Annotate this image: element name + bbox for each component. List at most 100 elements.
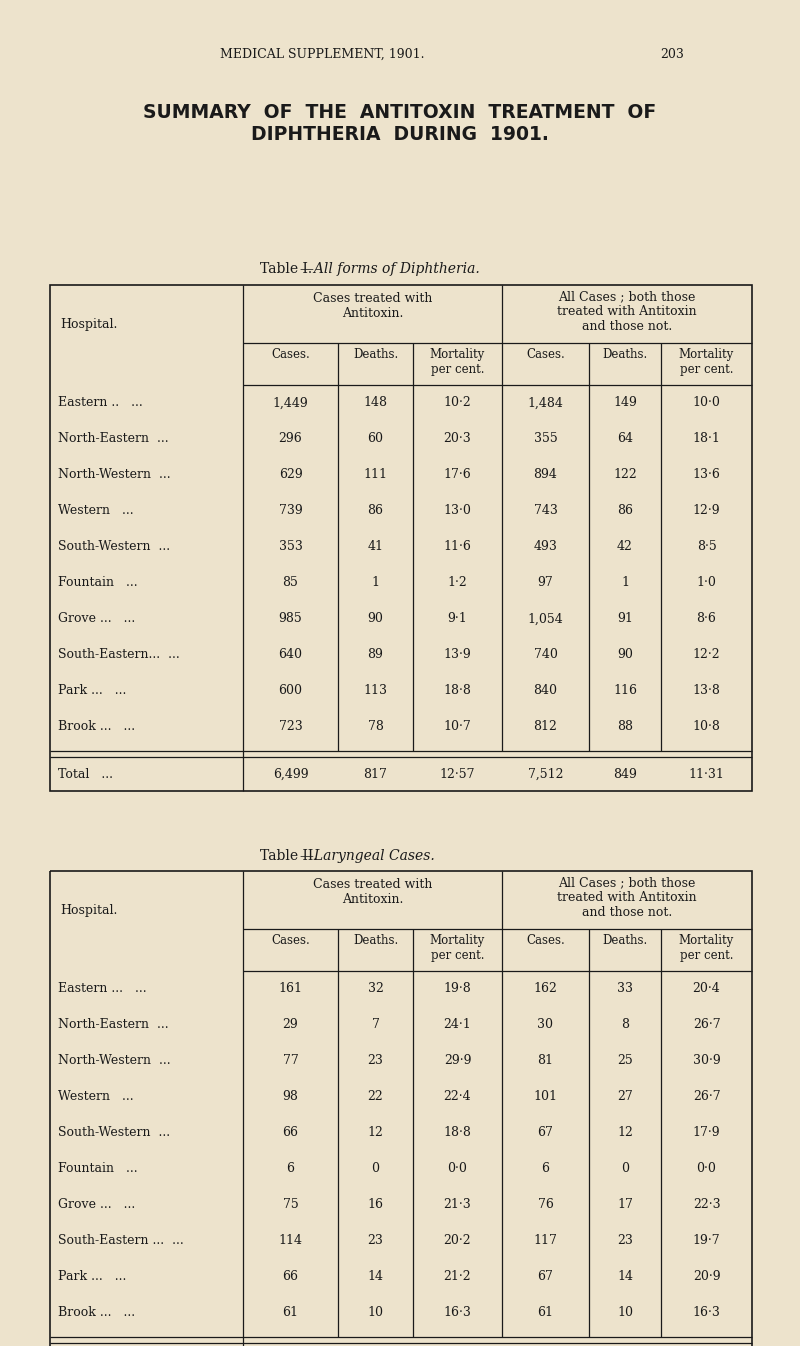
Text: 21·2: 21·2 — [444, 1271, 471, 1284]
Text: 1,484: 1,484 — [527, 397, 563, 409]
Text: Cases.: Cases. — [526, 934, 565, 948]
Text: 739: 739 — [278, 505, 302, 517]
Text: Grove ...   ...: Grove ... ... — [58, 612, 135, 626]
Text: 23: 23 — [367, 1054, 383, 1067]
Text: 20·9: 20·9 — [693, 1271, 720, 1284]
Text: 90: 90 — [617, 649, 633, 661]
Text: 812: 812 — [534, 720, 558, 734]
Text: 22·4: 22·4 — [444, 1090, 471, 1104]
Text: All Cases ; both those
treated with Antitoxin
and those not.: All Cases ; both those treated with Anti… — [557, 876, 697, 919]
Text: 41: 41 — [367, 541, 383, 553]
Text: 1: 1 — [371, 576, 379, 590]
Text: 6,499: 6,499 — [273, 767, 308, 781]
Text: 42: 42 — [617, 541, 633, 553]
Text: 8·6: 8·6 — [697, 612, 717, 626]
Text: Total   ...: Total ... — [58, 767, 113, 781]
Text: 985: 985 — [278, 612, 302, 626]
Text: 30·9: 30·9 — [693, 1054, 720, 1067]
Text: Brook ...   ...: Brook ... ... — [58, 720, 135, 734]
Text: 13·0: 13·0 — [443, 505, 471, 517]
Text: DIPHTHERIA  DURING  1901.: DIPHTHERIA DURING 1901. — [251, 125, 549, 144]
Text: 20·2: 20·2 — [444, 1234, 471, 1248]
Text: 1: 1 — [621, 576, 629, 590]
Text: 81: 81 — [538, 1054, 554, 1067]
Text: 0·0: 0·0 — [447, 1163, 467, 1175]
Text: 17·9: 17·9 — [693, 1127, 720, 1140]
Text: —Laryngeal Cases.: —Laryngeal Cases. — [300, 849, 434, 863]
Text: Deaths.: Deaths. — [353, 934, 398, 948]
Text: 13·9: 13·9 — [444, 649, 471, 661]
Text: 1,449: 1,449 — [273, 397, 308, 409]
Text: 740: 740 — [534, 649, 558, 661]
Text: Eastern ...   ...: Eastern ... ... — [58, 983, 146, 996]
Text: 113: 113 — [363, 685, 387, 697]
Text: 29·9: 29·9 — [444, 1054, 471, 1067]
Text: 75: 75 — [282, 1198, 298, 1211]
Text: 10·8: 10·8 — [693, 720, 721, 734]
Text: 23: 23 — [617, 1234, 633, 1248]
Text: 88: 88 — [617, 720, 633, 734]
Text: South-Eastern ...  ...: South-Eastern ... ... — [58, 1234, 184, 1248]
Text: 355: 355 — [534, 432, 558, 446]
Text: 18·1: 18·1 — [693, 432, 721, 446]
Text: 18·8: 18·8 — [443, 685, 471, 697]
Text: 6: 6 — [542, 1163, 550, 1175]
Text: 14: 14 — [367, 1271, 383, 1284]
Text: 0·0: 0·0 — [697, 1163, 717, 1175]
Text: Mortality
per cent.: Mortality per cent. — [679, 349, 734, 376]
Text: Park ...   ...: Park ... ... — [58, 1271, 126, 1284]
Text: 64: 64 — [617, 432, 633, 446]
Text: South-Eastern...  ...: South-Eastern... ... — [58, 649, 180, 661]
Text: 67: 67 — [538, 1271, 554, 1284]
Text: 149: 149 — [613, 397, 637, 409]
Text: 10·7: 10·7 — [444, 720, 471, 734]
Text: South-Western  ...: South-Western ... — [58, 541, 170, 553]
Text: 14: 14 — [617, 1271, 633, 1284]
Text: 22: 22 — [368, 1090, 383, 1104]
Text: 12: 12 — [367, 1127, 383, 1140]
Text: 25: 25 — [617, 1054, 633, 1067]
Text: Cases.: Cases. — [271, 349, 310, 361]
Text: 16·3: 16·3 — [443, 1307, 471, 1319]
Text: 1,054: 1,054 — [528, 612, 563, 626]
Text: 6: 6 — [286, 1163, 294, 1175]
Text: 19·7: 19·7 — [693, 1234, 720, 1248]
Text: 13·6: 13·6 — [693, 468, 721, 482]
Text: Mortality
per cent.: Mortality per cent. — [430, 934, 485, 962]
Text: 12·9: 12·9 — [693, 505, 720, 517]
Text: 0: 0 — [621, 1163, 629, 1175]
Text: 18·8: 18·8 — [443, 1127, 471, 1140]
Text: 8·5: 8·5 — [697, 541, 716, 553]
Text: 162: 162 — [534, 983, 558, 996]
Text: 148: 148 — [363, 397, 387, 409]
Text: Table II.: Table II. — [260, 849, 318, 863]
Text: 10: 10 — [617, 1307, 633, 1319]
Text: 11·31: 11·31 — [689, 767, 725, 781]
Text: 61: 61 — [282, 1307, 298, 1319]
Text: 21·3: 21·3 — [444, 1198, 471, 1211]
Text: 116: 116 — [613, 685, 637, 697]
Text: 16: 16 — [367, 1198, 383, 1211]
Text: 20·4: 20·4 — [693, 983, 720, 996]
Text: 98: 98 — [282, 1090, 298, 1104]
Text: 27: 27 — [617, 1090, 633, 1104]
Text: 7,512: 7,512 — [528, 767, 563, 781]
Text: 23: 23 — [367, 1234, 383, 1248]
Text: North-Western  ...: North-Western ... — [58, 1054, 170, 1067]
Text: SUMMARY  OF  THE  ANTITOXIN  TREATMENT  OF: SUMMARY OF THE ANTITOXIN TREATMENT OF — [143, 104, 657, 122]
Text: 78: 78 — [367, 720, 383, 734]
Text: 61: 61 — [538, 1307, 554, 1319]
Bar — [50, 285, 752, 791]
Text: 13·8: 13·8 — [693, 685, 721, 697]
Text: 817: 817 — [363, 767, 387, 781]
Text: 11·6: 11·6 — [443, 541, 471, 553]
Text: 22·3: 22·3 — [693, 1198, 720, 1211]
Text: Cases treated with
Antitoxin.: Cases treated with Antitoxin. — [313, 878, 432, 906]
Text: South-Western  ...: South-Western ... — [58, 1127, 170, 1140]
Text: Brook ...   ...: Brook ... ... — [58, 1307, 135, 1319]
Text: 849: 849 — [613, 767, 637, 781]
Text: 26·7: 26·7 — [693, 1019, 720, 1031]
Text: 12·2: 12·2 — [693, 649, 720, 661]
Text: North-Eastern  ...: North-Eastern ... — [58, 1019, 169, 1031]
Text: 29: 29 — [282, 1019, 298, 1031]
